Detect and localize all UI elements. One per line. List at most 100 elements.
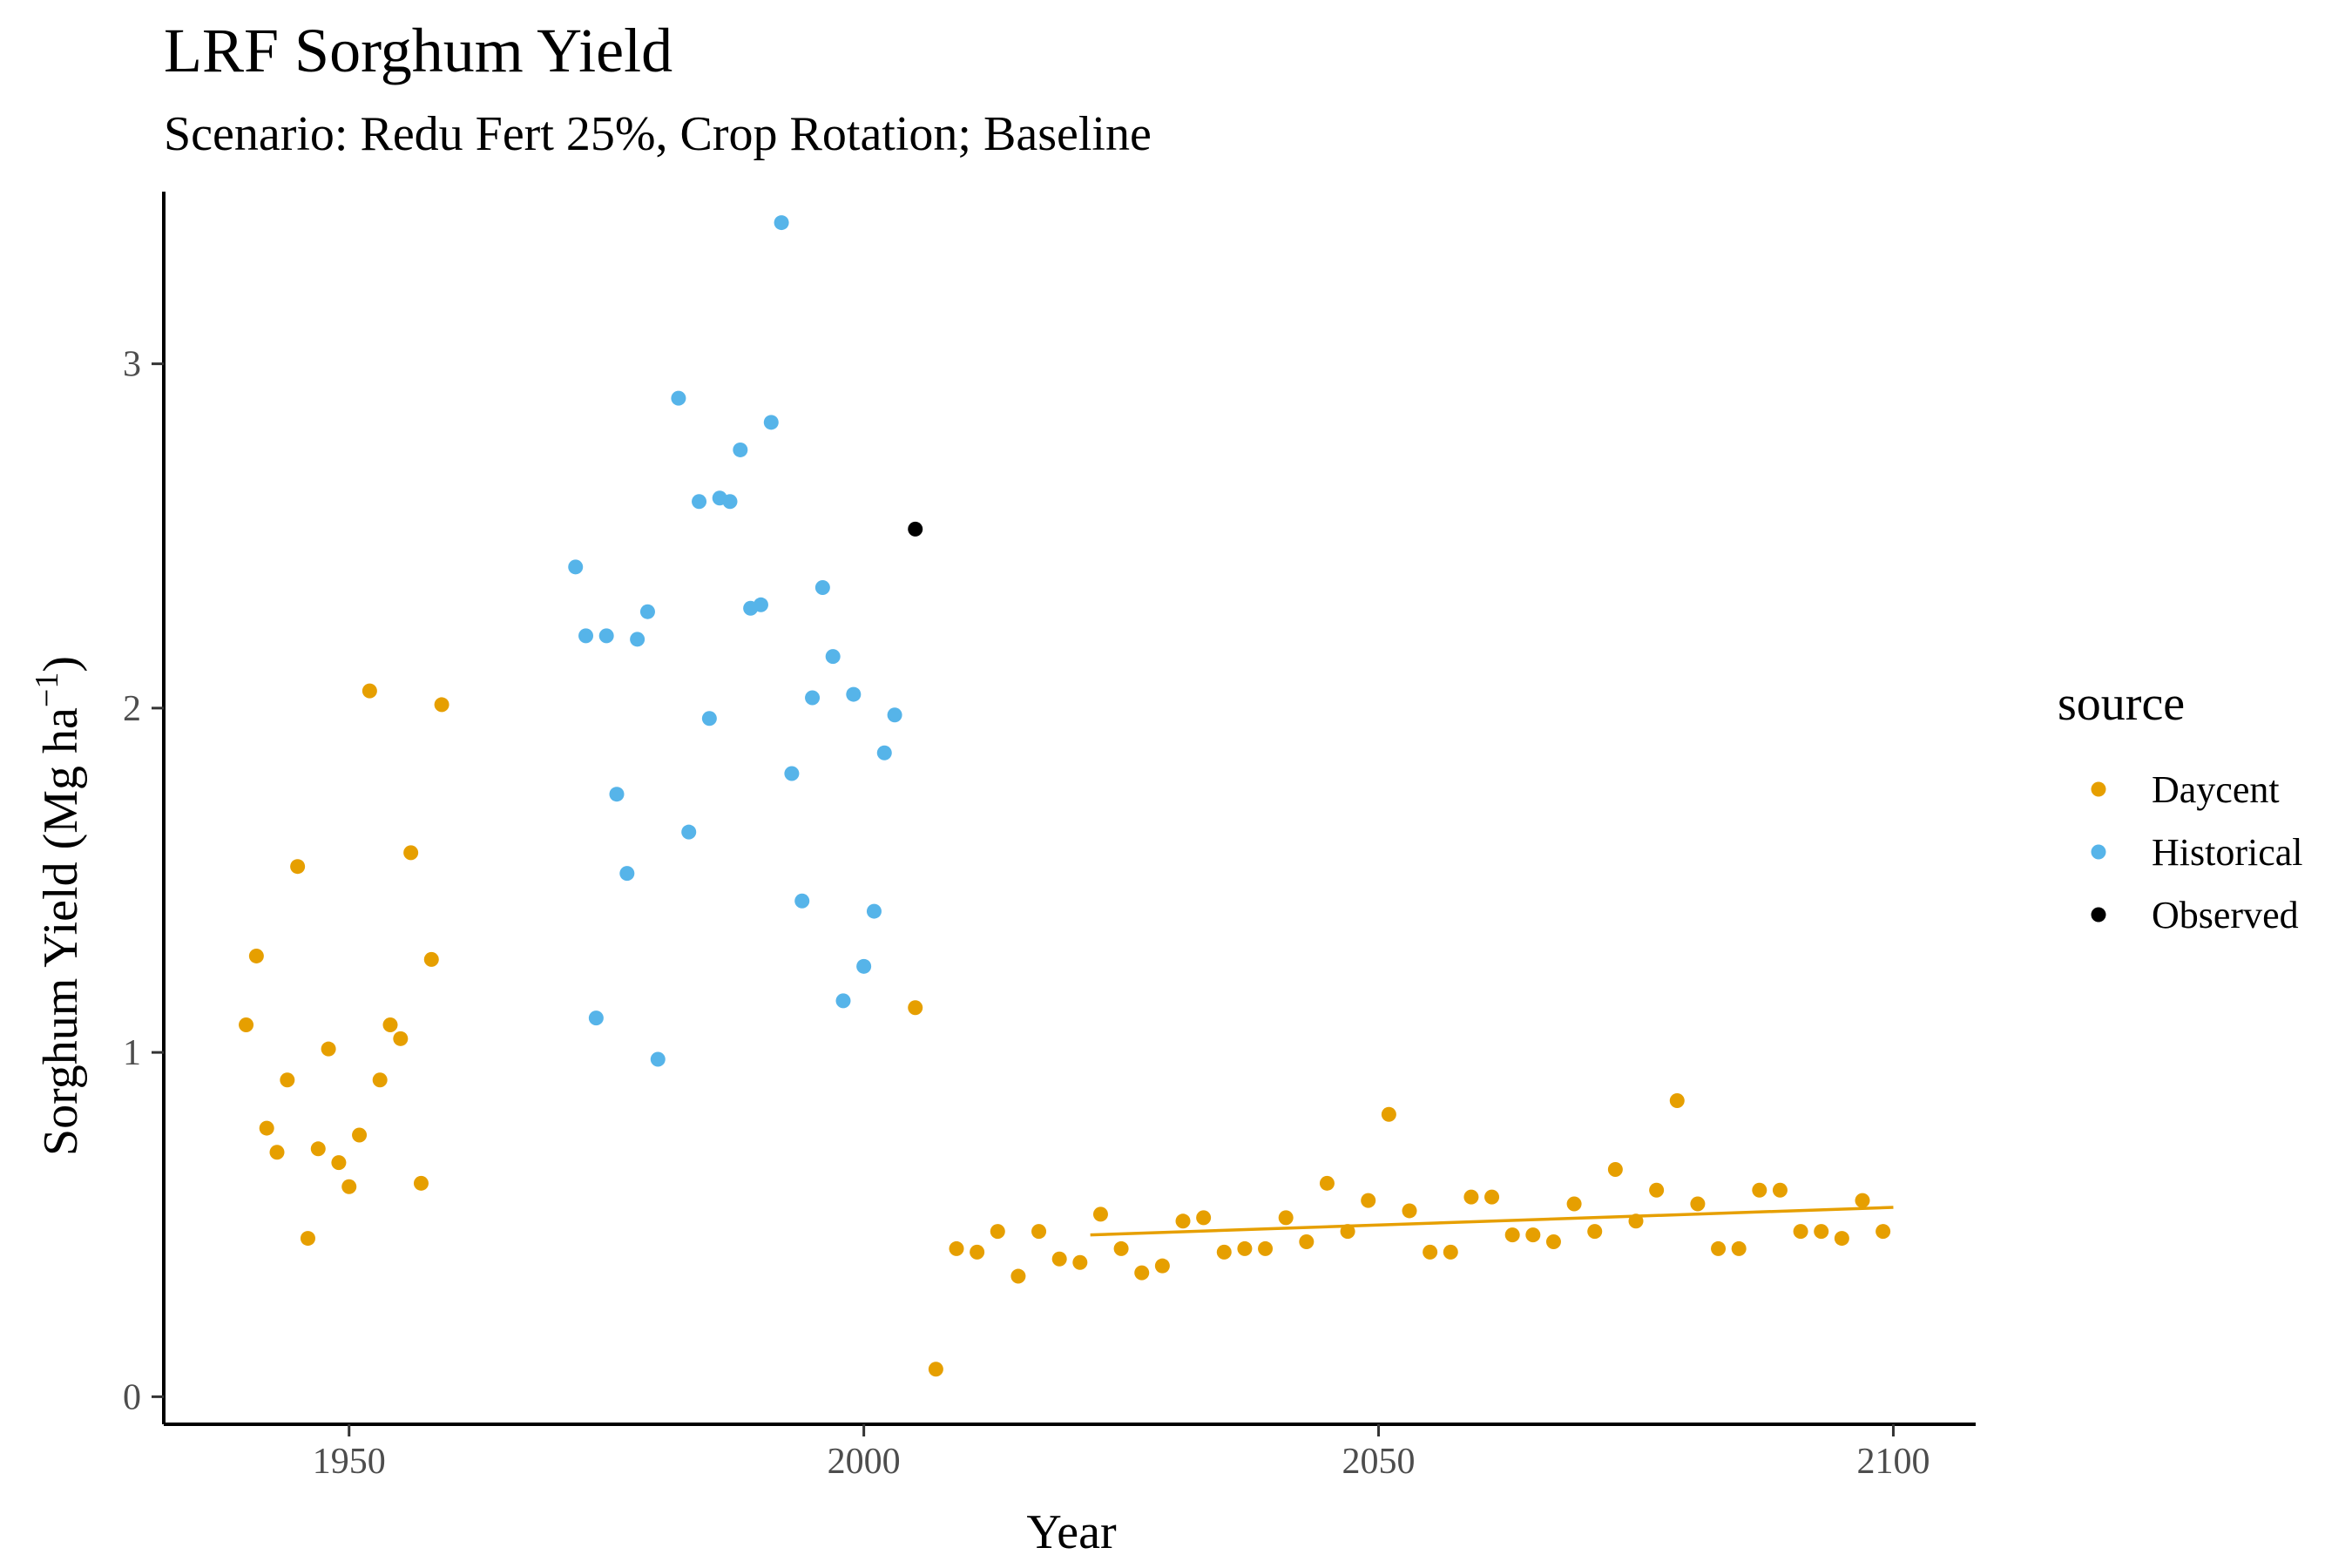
daycent-point: [1835, 1231, 1849, 1246]
historical-point: [794, 894, 809, 909]
daycent-point: [1052, 1252, 1067, 1267]
daycent-point: [341, 1179, 356, 1194]
historical-point: [651, 1052, 666, 1067]
historical-point: [784, 766, 799, 781]
x-tick-label: 1950: [313, 1442, 386, 1482]
daycent-point: [1382, 1107, 1396, 1122]
y-tick-label: 2: [123, 689, 141, 729]
legend-key-historical: [2092, 845, 2106, 860]
chart-title: LRF Sorghum Yield: [164, 16, 672, 85]
daycent-point: [301, 1231, 315, 1246]
daycent-point: [1484, 1190, 1499, 1205]
historical-point: [671, 391, 686, 406]
daycent-point: [1649, 1183, 1664, 1198]
x-tick-label: 2050: [1342, 1442, 1416, 1482]
daycent-point: [1423, 1245, 1437, 1260]
daycent-point: [260, 1121, 274, 1136]
x-axis-title: Year: [1026, 1505, 1117, 1559]
daycent-point: [1320, 1176, 1335, 1191]
historical-point: [723, 494, 738, 509]
plot-area: [239, 215, 1893, 1376]
daycent-point: [239, 1017, 253, 1032]
x-axis: 1950 2000 2050 2100: [164, 1424, 1976, 1482]
daycent-point: [1196, 1210, 1211, 1225]
daycent-point: [403, 845, 418, 860]
historical-point: [578, 628, 593, 643]
historical-point: [610, 787, 625, 801]
y-axis: 0 1 2 3: [123, 192, 164, 1424]
daycent-point: [311, 1141, 326, 1156]
y-axis-title: Sorghum Yield (Mg ha−1): [29, 656, 88, 1156]
daycent-point: [1155, 1259, 1170, 1274]
daycent-point: [1587, 1224, 1602, 1239]
daycent-point: [362, 684, 377, 699]
historical-point: [805, 691, 820, 706]
daycent-point: [1093, 1206, 1108, 1221]
y-tick-label: 1: [123, 1033, 141, 1073]
legend-key-observed: [2092, 908, 2106, 923]
daycent-trend-line: [1091, 1207, 1894, 1235]
daycent-point: [1031, 1224, 1046, 1239]
daycent-point: [1629, 1213, 1644, 1228]
daycent-point: [1505, 1227, 1520, 1242]
historical-point: [681, 825, 696, 840]
daycent-point: [908, 1000, 923, 1015]
daycent-point: [393, 1031, 408, 1046]
x-tick-label: 2000: [828, 1442, 901, 1482]
historical-point: [826, 649, 841, 664]
historical-point: [815, 580, 830, 595]
daycent-point: [321, 1042, 336, 1057]
daycent-point: [1463, 1190, 1478, 1205]
historical-point: [754, 598, 768, 612]
historical-point: [630, 632, 645, 646]
daycent-point: [1546, 1234, 1561, 1249]
historical-point: [619, 866, 634, 881]
daycent-point: [1794, 1224, 1808, 1239]
daycent-point: [1773, 1183, 1788, 1198]
legend: source Daycent Historical Observed: [2058, 677, 2303, 936]
daycent-point: [1752, 1183, 1767, 1198]
daycent-point: [1114, 1241, 1129, 1256]
daycent-point: [1690, 1197, 1705, 1212]
legend-label-historical: Historical: [2152, 831, 2303, 874]
y-tick-label: 0: [123, 1377, 141, 1417]
daycent-point: [1402, 1203, 1417, 1218]
daycent-point: [1134, 1266, 1149, 1281]
daycent-point: [1525, 1227, 1540, 1242]
y-axis-title-close: ): [34, 656, 88, 672]
historical-point: [764, 415, 779, 429]
historical-point: [836, 993, 851, 1008]
daycent-point: [424, 952, 439, 967]
historical-point: [702, 711, 717, 726]
daycent-point: [929, 1362, 943, 1376]
daycent-point: [1814, 1224, 1828, 1239]
daycent-point: [373, 1072, 388, 1087]
daycent-point: [1567, 1197, 1582, 1212]
daycent-point: [1258, 1241, 1273, 1256]
historical-point: [599, 628, 614, 643]
daycent-point: [1341, 1224, 1355, 1239]
historical-point: [867, 904, 882, 919]
daycent-point: [280, 1072, 294, 1087]
daycent-point: [1670, 1093, 1685, 1108]
historical-point: [888, 707, 902, 722]
historical-point: [774, 215, 789, 230]
daycent-point: [249, 949, 264, 963]
legend-key-daycent: [2092, 782, 2106, 797]
historical-point: [733, 443, 747, 457]
daycent-point: [290, 859, 305, 874]
y-axis-title-superscript: −1: [29, 672, 65, 707]
daycent-point: [1876, 1224, 1890, 1239]
observed-point: [908, 522, 923, 537]
daycent-point: [1361, 1193, 1375, 1208]
historical-point: [856, 959, 871, 974]
legend-label-daycent: Daycent: [2152, 768, 2280, 811]
x-tick-label: 2100: [1856, 1442, 1930, 1482]
daycent-point: [950, 1241, 964, 1256]
daycent-point: [1279, 1210, 1294, 1225]
historical-point: [877, 746, 892, 760]
daycent-point: [352, 1127, 367, 1142]
daycent-point: [1237, 1241, 1252, 1256]
y-axis-title-main: Sorghum Yield (Mg ha: [34, 707, 88, 1156]
